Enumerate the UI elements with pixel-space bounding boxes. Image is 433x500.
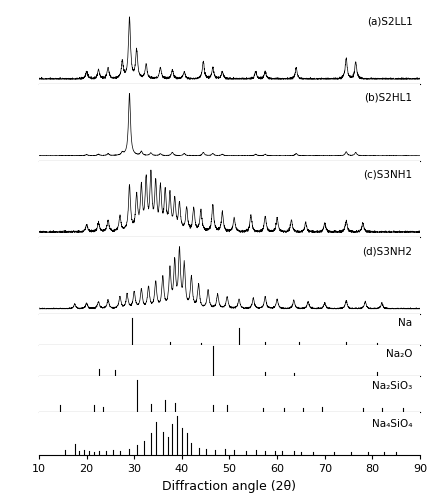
Text: Na₂O: Na₂O <box>386 348 412 358</box>
Text: Na: Na <box>398 318 412 328</box>
Text: (c)S3NH1: (c)S3NH1 <box>363 170 412 179</box>
Text: Na₄SiO₄: Na₄SiO₄ <box>372 419 412 429</box>
X-axis label: Diffraction angle (2θ): Diffraction angle (2θ) <box>162 480 297 492</box>
Text: Na₂SiO₃: Na₂SiO₃ <box>372 381 412 391</box>
Text: (b)S2HL1: (b)S2HL1 <box>365 93 412 103</box>
Text: (a)S2LL1: (a)S2LL1 <box>367 16 412 26</box>
Text: (d)S3NH2: (d)S3NH2 <box>362 246 412 256</box>
